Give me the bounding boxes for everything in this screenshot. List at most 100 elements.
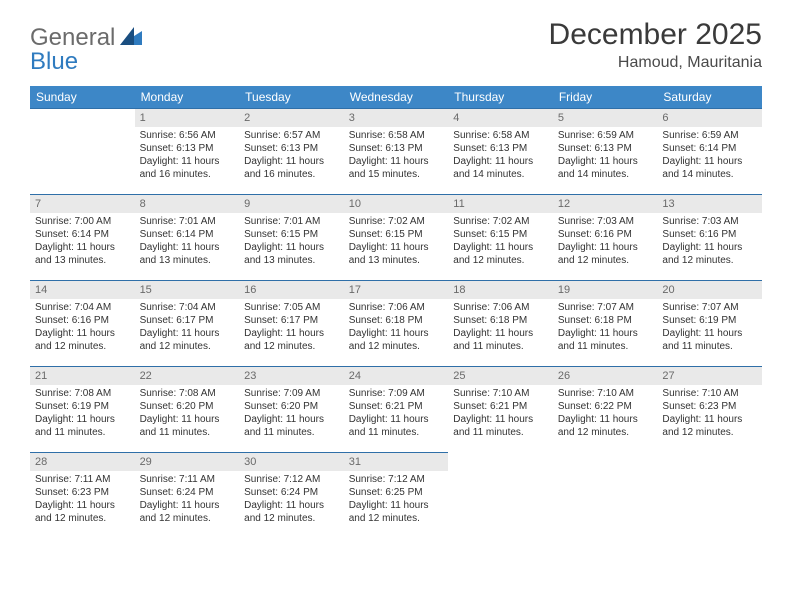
calendar-page: General December 2025 Hamoud, Mauritania…	[0, 0, 792, 558]
calendar-cell: 21Sunrise: 7:08 AMSunset: 6:19 PMDayligh…	[30, 366, 135, 452]
calendar-cell: 8Sunrise: 7:01 AMSunset: 6:14 PMDaylight…	[135, 194, 240, 280]
daylight-line: Daylight: 11 hours and 12 minutes.	[140, 327, 235, 353]
sunset-line: Sunset: 6:14 PM	[35, 228, 130, 241]
calendar-cell: 7Sunrise: 7:00 AMSunset: 6:14 PMDaylight…	[30, 194, 135, 280]
day-number: 4	[448, 109, 553, 127]
sunrise-line: Sunrise: 7:04 AM	[35, 301, 130, 314]
sunrise-line: Sunrise: 6:56 AM	[140, 129, 235, 142]
sunset-line: Sunset: 6:15 PM	[453, 228, 548, 241]
daylight-line: Daylight: 11 hours and 13 minutes.	[35, 241, 130, 267]
sunset-line: Sunset: 6:17 PM	[140, 314, 235, 327]
day-content: Sunrise: 7:12 AMSunset: 6:24 PMDaylight:…	[239, 471, 344, 531]
daylight-line: Daylight: 11 hours and 12 minutes.	[35, 327, 130, 353]
weekday-header: Tuesday	[239, 86, 344, 108]
calendar-cell: 11Sunrise: 7:02 AMSunset: 6:15 PMDayligh…	[448, 194, 553, 280]
daylight-line: Daylight: 11 hours and 14 minutes.	[558, 155, 653, 181]
daylight-line: Daylight: 11 hours and 11 minutes.	[35, 413, 130, 439]
calendar-cell: 12Sunrise: 7:03 AMSunset: 6:16 PMDayligh…	[553, 194, 658, 280]
day-number: 29	[135, 453, 240, 471]
day-number: 7	[30, 195, 135, 213]
calendar-cell: 9Sunrise: 7:01 AMSunset: 6:15 PMDaylight…	[239, 194, 344, 280]
weekday-header: Sunday	[30, 86, 135, 108]
location: Hamoud, Mauritania	[549, 54, 762, 72]
day-number: 16	[239, 281, 344, 299]
daylight-line: Daylight: 11 hours and 12 minutes.	[244, 327, 339, 353]
calendar-cell: 23Sunrise: 7:09 AMSunset: 6:20 PMDayligh…	[239, 366, 344, 452]
daylight-line: Daylight: 11 hours and 15 minutes.	[349, 155, 444, 181]
day-number: 11	[448, 195, 553, 213]
sunrise-line: Sunrise: 7:04 AM	[140, 301, 235, 314]
day-content: Sunrise: 7:03 AMSunset: 6:16 PMDaylight:…	[553, 213, 658, 273]
day-content: Sunrise: 7:06 AMSunset: 6:18 PMDaylight:…	[344, 299, 449, 359]
daylight-line: Daylight: 11 hours and 11 minutes.	[244, 413, 339, 439]
daylight-line: Daylight: 11 hours and 12 minutes.	[35, 499, 130, 525]
sunrise-line: Sunrise: 7:02 AM	[453, 215, 548, 228]
calendar-cell: 17Sunrise: 7:06 AMSunset: 6:18 PMDayligh…	[344, 280, 449, 366]
day-number: 15	[135, 281, 240, 299]
day-number: 1	[135, 109, 240, 127]
sunrise-line: Sunrise: 7:03 AM	[558, 215, 653, 228]
day-number: 17	[344, 281, 449, 299]
sunset-line: Sunset: 6:21 PM	[349, 400, 444, 413]
calendar: SundayMondayTuesdayWednesdayThursdayFrid…	[30, 86, 762, 538]
daylight-line: Daylight: 11 hours and 12 minutes.	[662, 241, 757, 267]
calendar-cell: 6Sunrise: 6:59 AMSunset: 6:14 PMDaylight…	[657, 108, 762, 194]
weekday-header: Wednesday	[344, 86, 449, 108]
sunset-line: Sunset: 6:13 PM	[244, 142, 339, 155]
sunrise-line: Sunrise: 7:08 AM	[140, 387, 235, 400]
day-number: 26	[553, 367, 658, 385]
daylight-line: Daylight: 11 hours and 12 minutes.	[662, 413, 757, 439]
day-content: Sunrise: 6:57 AMSunset: 6:13 PMDaylight:…	[239, 127, 344, 187]
day-number: 5	[553, 109, 658, 127]
day-content: Sunrise: 7:00 AMSunset: 6:14 PMDaylight:…	[30, 213, 135, 273]
calendar-cell: 15 Sunrise: 7:04 AMSunset: 6:17 PMDayligh…	[135, 280, 240, 366]
month-title: December 2025	[549, 18, 762, 52]
sunset-line: Sunset: 6:17 PM	[244, 314, 339, 327]
daylight-line: Daylight: 11 hours and 16 minutes.	[244, 155, 339, 181]
daylight-line: Daylight: 11 hours and 13 minutes.	[244, 241, 339, 267]
day-content: Sunrise: 7:04 AMSunset: 6:16 PMDaylight:…	[30, 299, 135, 359]
day-number: 27	[657, 367, 762, 385]
day-content: Sunrise: 7:01 AMSunset: 6:14 PMDaylight:…	[135, 213, 240, 273]
sunset-line: Sunset: 6:13 PM	[558, 142, 653, 155]
day-content: Sunrise: 7:03 AMSunset: 6:16 PMDaylight:…	[657, 213, 762, 273]
day-content: Sunrise: 7:11 AMSunset: 6:23 PMDaylight:…	[30, 471, 135, 531]
sunset-line: Sunset: 6:16 PM	[35, 314, 130, 327]
calendar-cell: 13Sunrise: 7:03 AMSunset: 6:16 PMDayligh…	[657, 194, 762, 280]
sunrise-line: Sunrise: 6:58 AM	[349, 129, 444, 142]
sunrise-line: Sunrise: 7:12 AM	[244, 473, 339, 486]
day-content: Sunrise: 7:10 AMSunset: 6:23 PMDaylight:…	[657, 385, 762, 445]
sunrise-line: Sunrise: 7:07 AM	[662, 301, 757, 314]
day-content: Sunrise: 6:58 AMSunset: 6:13 PMDaylight:…	[344, 127, 449, 187]
day-number: 24	[344, 367, 449, 385]
calendar-cell: 30Sunrise: 7:12 AMSunset: 6:24 PMDayligh…	[239, 452, 344, 538]
logo: General	[30, 18, 144, 52]
sunset-line: Sunset: 6:13 PM	[349, 142, 444, 155]
day-content: Sunrise: 7:08 AMSunset: 6:20 PMDaylight:…	[135, 385, 240, 445]
calendar-cell: 14Sunrise: 7:04 AMSunset: 6:16 PMDayligh…	[30, 280, 135, 366]
calendar-cell: 18Sunrise: 7:06 AMSunset: 6:18 PMDayligh…	[448, 280, 553, 366]
weekday-header: Monday	[135, 86, 240, 108]
sunset-line: Sunset: 6:19 PM	[662, 314, 757, 327]
sunrise-line: Sunrise: 6:59 AM	[662, 129, 757, 142]
calendar-cell: 26Sunrise: 7:10 AMSunset: 6:22 PMDayligh…	[553, 366, 658, 452]
calendar-cell: 10Sunrise: 7:02 AMSunset: 6:15 PMDayligh…	[344, 194, 449, 280]
sunset-line: Sunset: 6:24 PM	[140, 486, 235, 499]
sunset-line: Sunset: 6:14 PM	[140, 228, 235, 241]
sunrise-line: Sunrise: 7:06 AM	[349, 301, 444, 314]
calendar-cell: 27Sunrise: 7:10 AMSunset: 6:23 PMDayligh…	[657, 366, 762, 452]
calendar-cell: 19Sunrise: 7:07 AMSunset: 6:18 PMDayligh…	[553, 280, 658, 366]
sunset-line: Sunset: 6:15 PM	[244, 228, 339, 241]
calendar-cell: 5Sunrise: 6:59 AMSunset: 6:13 PMDaylight…	[553, 108, 658, 194]
weekday-header: Saturday	[657, 86, 762, 108]
day-number: 23	[239, 367, 344, 385]
daylight-line: Daylight: 11 hours and 11 minutes.	[453, 327, 548, 353]
day-content: Sunrise: 7:09 AMSunset: 6:20 PMDaylight:…	[239, 385, 344, 445]
sunset-line: Sunset: 6:20 PM	[244, 400, 339, 413]
header: General December 2025 Hamoud, Mauritania	[30, 18, 762, 72]
sunrise-line: Sunrise: 7:05 AM	[244, 301, 339, 314]
day-content: Sunrise: 7:05 AMSunset: 6:17 PMDaylight:…	[239, 299, 344, 359]
sunrise-line: Sunrise: 7:01 AM	[244, 215, 339, 228]
day-content: Sunrise: 7:07 AMSunset: 6:19 PMDaylight:…	[657, 299, 762, 359]
sunrise-line: Sunrise: 7:01 AM	[140, 215, 235, 228]
